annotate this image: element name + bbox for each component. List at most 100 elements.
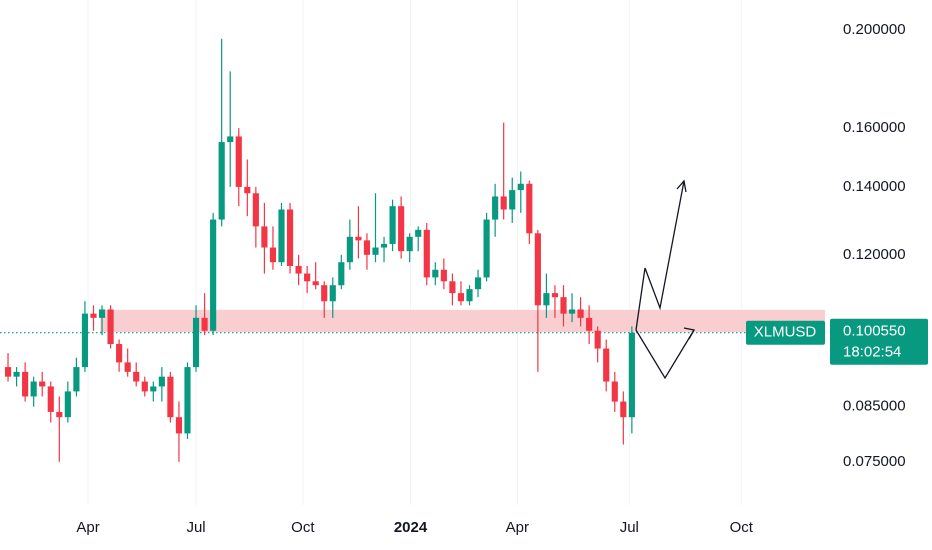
candle-body (543, 293, 550, 306)
arrow-side-path (635, 329, 695, 380)
candle-body (338, 262, 345, 286)
candle-body (346, 236, 353, 263)
y-tick-label: 0.120000 (843, 246, 906, 263)
candle-body (192, 317, 200, 368)
candle-body (517, 183, 524, 191)
candle-body (47, 386, 54, 412)
countdown-label: 18:02:54 (843, 344, 901, 361)
candle-body (81, 313, 89, 368)
candle-body (210, 219, 217, 331)
x-tick-label: 2024 (394, 519, 428, 536)
candle-body (244, 186, 251, 194)
candle-body (329, 285, 336, 302)
y-tick-label: 0.140000 (843, 178, 906, 195)
candle-body (611, 381, 618, 402)
candle-body (312, 281, 319, 286)
candle-body (449, 281, 456, 294)
x-tick-label: Oct (291, 519, 315, 536)
price-label: 0.100550 (843, 323, 906, 340)
candle-body (252, 193, 259, 227)
candle-body (30, 381, 37, 397)
candle-body (201, 317, 208, 331)
candle-body (620, 401, 627, 418)
candle-body (39, 381, 46, 387)
candle-body (628, 332, 635, 418)
candle-body (107, 309, 114, 345)
candle-body (492, 196, 499, 220)
candle-body (603, 348, 610, 382)
candles (4, 38, 635, 462)
y-tick-label: 0.075000 (843, 453, 906, 470)
candle-body (278, 209, 285, 263)
candle-body (321, 285, 328, 302)
candle-body (167, 376, 174, 418)
candle-body (56, 411, 63, 418)
arrow-side-head (683, 327, 696, 340)
candle-body (304, 273, 311, 282)
candle-body (560, 297, 567, 314)
candle-body (227, 136, 234, 143)
x-tick-label: Jul (620, 519, 639, 536)
y-tick-label: 0.200000 (843, 21, 906, 38)
candle-body (184, 367, 191, 434)
candle-body (526, 183, 533, 234)
grid (87, 0, 742, 505)
candle-body (261, 226, 268, 248)
candle-body (586, 317, 593, 331)
candle-body (116, 344, 123, 363)
candle-body (509, 190, 516, 210)
y-tick-label: 0.160000 (843, 119, 906, 136)
candle-body (423, 229, 430, 278)
candle-body (483, 219, 490, 278)
labels: 0.200000 0.160000 0.140000 0.120000 0.085000… (76, 21, 928, 536)
arrow-up-path (635, 180, 685, 331)
symbol-badge (746, 320, 825, 345)
candle-body (500, 196, 507, 210)
drawn-arrows (635, 179, 696, 380)
candle-body (398, 206, 405, 252)
x-tick-label: Apr (76, 519, 99, 536)
price-badge (830, 318, 928, 365)
candle-body (474, 277, 482, 290)
candle-body (432, 269, 439, 278)
candle-body (440, 269, 447, 282)
candle-body (355, 236, 362, 241)
candle-body (13, 371, 20, 377)
arrow-up-head (676, 179, 687, 193)
candle-body (551, 293, 559, 298)
candle-body (594, 330, 601, 349)
candle-body (568, 309, 576, 314)
candle-body (235, 136, 242, 187)
candle-body (389, 206, 396, 244)
candle-body (466, 289, 473, 302)
candle-body (175, 417, 183, 434)
zone-layer (0, 309, 825, 334)
candle-body (286, 209, 294, 266)
candle-body (269, 247, 277, 263)
y-tick-label: 0.085000 (843, 398, 906, 415)
candle-body (150, 386, 157, 392)
candle-body (534, 233, 541, 306)
candle-body (4, 367, 12, 377)
candle-body (141, 381, 148, 392)
candle-body (218, 142, 225, 220)
candle-body (406, 236, 413, 252)
x-tick-label: Apr (506, 519, 529, 536)
candle-body (158, 376, 165, 387)
x-tick-label: Jul (186, 519, 205, 536)
candle-body (98, 309, 106, 318)
symbol-label: XLMUSD (754, 324, 817, 341)
zone (100, 309, 825, 333)
x-tick-label: Oct (730, 519, 754, 536)
candle-body (90, 313, 97, 318)
candle-body (22, 371, 29, 397)
candle-body (295, 265, 302, 274)
candle-body (64, 391, 71, 418)
candle-body (457, 293, 465, 302)
candle-body (133, 371, 140, 382)
candle-body (363, 240, 371, 255)
candle-body (380, 243, 388, 248)
candle-body (577, 309, 584, 318)
candle-body (372, 247, 379, 255)
